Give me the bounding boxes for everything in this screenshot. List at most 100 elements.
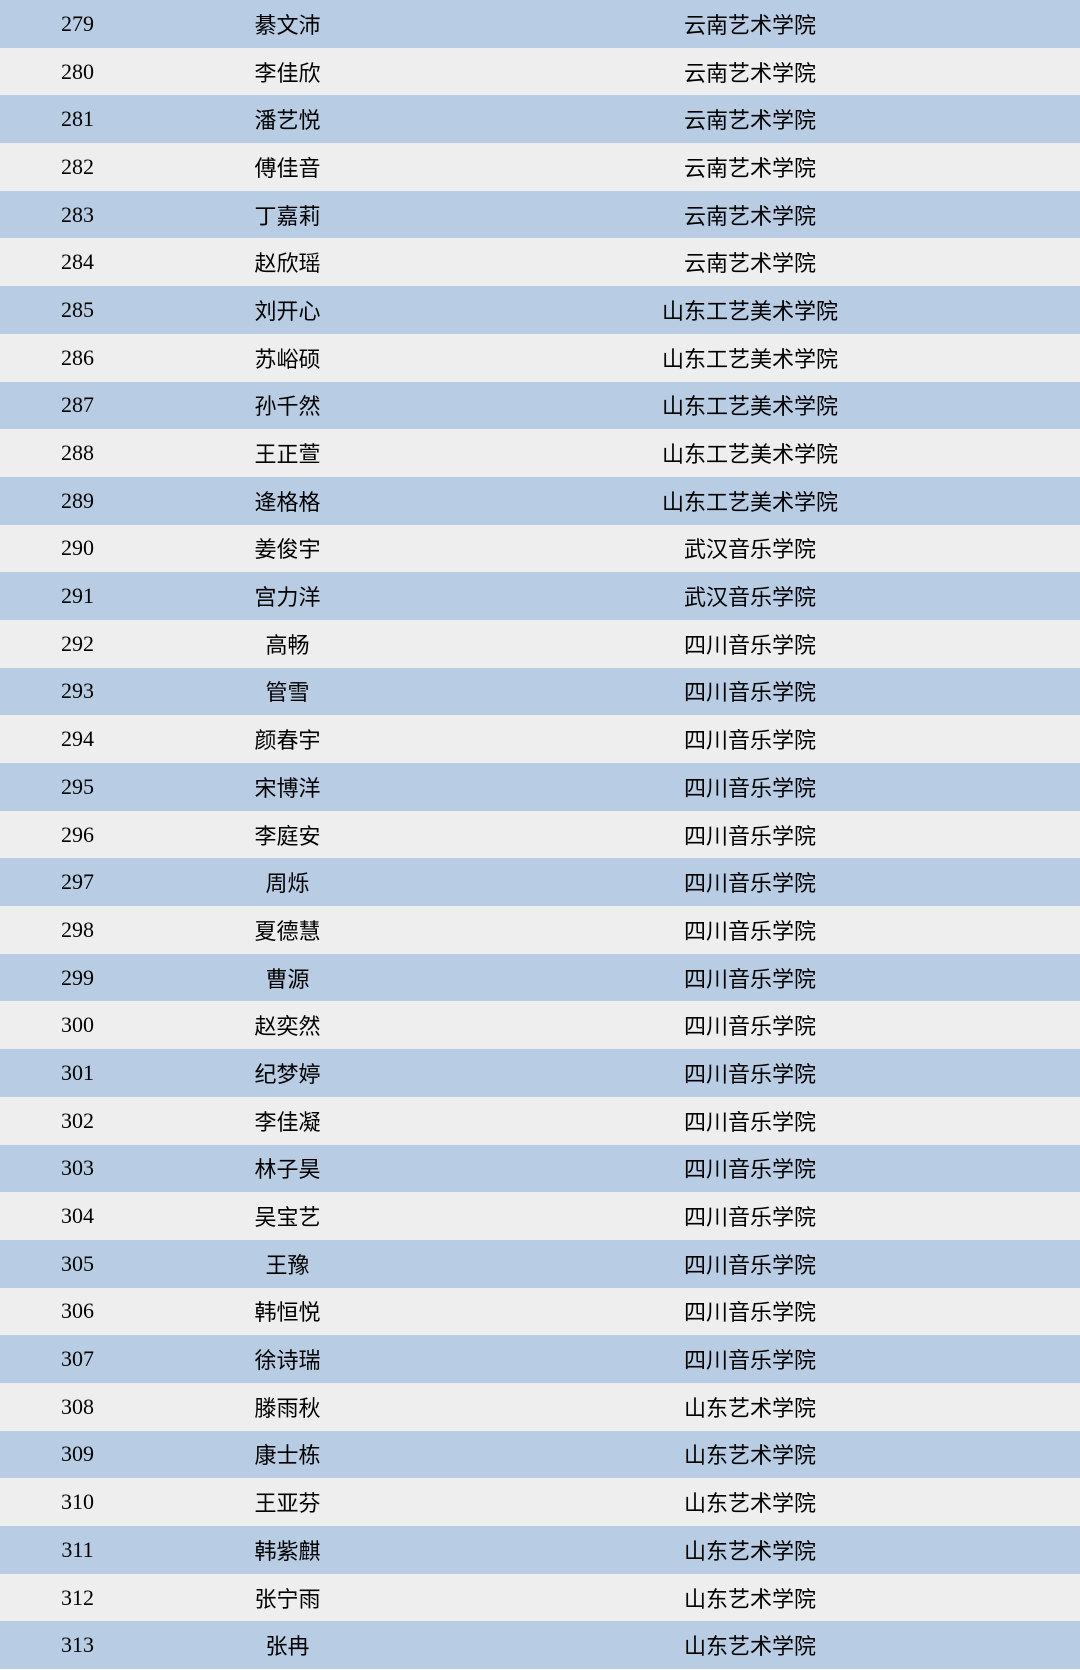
cell-id: 280	[0, 59, 155, 85]
cell-name: 吴宝艺	[155, 1200, 420, 1232]
cell-id: 292	[0, 631, 155, 657]
cell-school: 武汉音乐学院	[420, 580, 1080, 612]
cell-id: 288	[0, 440, 155, 466]
cell-name: 李庭安	[155, 819, 420, 851]
table-row: 298夏德慧四川音乐学院	[0, 906, 1080, 954]
cell-id: 295	[0, 774, 155, 800]
table-row: 299曹源四川音乐学院	[0, 954, 1080, 1002]
cell-name: 潘艺悦	[155, 103, 420, 135]
cell-id: 284	[0, 249, 155, 275]
cell-name: 傅佳音	[155, 151, 420, 183]
table-row: 280李佳欣云南艺术学院	[0, 48, 1080, 96]
cell-school: 山东工艺美术学院	[420, 485, 1080, 517]
cell-school: 山东艺术学院	[420, 1582, 1080, 1614]
table-row: 301纪梦婷四川音乐学院	[0, 1049, 1080, 1097]
cell-name: 纪梦婷	[155, 1057, 420, 1089]
table-row: 294颜春宇四川音乐学院	[0, 715, 1080, 763]
cell-name: 李佳欣	[155, 56, 420, 88]
cell-name: 高畅	[155, 628, 420, 660]
cell-school: 四川音乐学院	[420, 1200, 1080, 1232]
table-row: 290姜俊宇武汉音乐学院	[0, 525, 1080, 573]
cell-school: 山东工艺美术学院	[420, 294, 1080, 326]
table-row: 309康士栋山东艺术学院	[0, 1431, 1080, 1479]
cell-school: 云南艺术学院	[420, 199, 1080, 231]
cell-school: 山东艺术学院	[420, 1438, 1080, 1470]
cell-school: 四川音乐学院	[420, 675, 1080, 707]
cell-school: 四川音乐学院	[420, 1009, 1080, 1041]
cell-school: 四川音乐学院	[420, 771, 1080, 803]
table-row: 303林子昊四川音乐学院	[0, 1145, 1080, 1193]
table-row: 289逄格格山东工艺美术学院	[0, 477, 1080, 525]
cell-school: 四川音乐学院	[420, 914, 1080, 946]
table-row: 291宫力洋武汉音乐学院	[0, 572, 1080, 620]
cell-school: 云南艺术学院	[420, 8, 1080, 40]
cell-school: 四川音乐学院	[420, 723, 1080, 755]
cell-id: 312	[0, 1585, 155, 1611]
cell-id: 282	[0, 154, 155, 180]
cell-name: 韩紫麒	[155, 1534, 420, 1566]
table-row: 282傅佳音云南艺术学院	[0, 143, 1080, 191]
cell-id: 279	[0, 11, 155, 37]
cell-school: 四川音乐学院	[420, 628, 1080, 660]
cell-id: 286	[0, 345, 155, 371]
cell-school: 云南艺术学院	[420, 103, 1080, 135]
table-row: 283丁嘉莉云南艺术学院	[0, 191, 1080, 239]
cell-id: 310	[0, 1489, 155, 1515]
table-row: 306韩恒悦四川音乐学院	[0, 1288, 1080, 1336]
table-row: 300赵奕然四川音乐学院	[0, 1001, 1080, 1049]
cell-school: 山东艺术学院	[420, 1629, 1080, 1661]
cell-name: 张冉	[155, 1629, 420, 1661]
cell-id: 291	[0, 583, 155, 609]
cell-name: 宋博洋	[155, 771, 420, 803]
cell-school: 云南艺术学院	[420, 56, 1080, 88]
student-table: 279綦文沛云南艺术学院280李佳欣云南艺术学院281潘艺悦云南艺术学院282傅…	[0, 0, 1080, 1669]
cell-school: 四川音乐学院	[420, 1152, 1080, 1184]
table-row: 285刘开心山东工艺美术学院	[0, 286, 1080, 334]
table-row: 311韩紫麒山东艺术学院	[0, 1526, 1080, 1574]
table-row: 308滕雨秋山东艺术学院	[0, 1383, 1080, 1431]
table-row: 312张宁雨山东艺术学院	[0, 1574, 1080, 1622]
cell-name: 姜俊宇	[155, 532, 420, 564]
table-row: 281潘艺悦云南艺术学院	[0, 95, 1080, 143]
table-row: 296李庭安四川音乐学院	[0, 811, 1080, 859]
table-row: 288王正萱山东工艺美术学院	[0, 429, 1080, 477]
cell-school: 山东艺术学院	[420, 1391, 1080, 1423]
cell-name: 康士栋	[155, 1438, 420, 1470]
cell-school: 山东工艺美术学院	[420, 389, 1080, 421]
cell-id: 302	[0, 1108, 155, 1134]
table-row: 292高畅四川音乐学院	[0, 620, 1080, 668]
cell-name: 宫力洋	[155, 580, 420, 612]
cell-school: 武汉音乐学院	[420, 532, 1080, 564]
table-row: 302李佳凝四川音乐学院	[0, 1097, 1080, 1145]
cell-name: 赵欣瑶	[155, 246, 420, 278]
cell-id: 307	[0, 1346, 155, 1372]
cell-id: 299	[0, 965, 155, 991]
cell-school: 云南艺术学院	[420, 246, 1080, 278]
cell-id: 313	[0, 1632, 155, 1658]
cell-id: 306	[0, 1298, 155, 1324]
table-row: 284赵欣瑶云南艺术学院	[0, 238, 1080, 286]
cell-school: 四川音乐学院	[420, 1248, 1080, 1280]
cell-name: 刘开心	[155, 294, 420, 326]
cell-school: 山东工艺美术学院	[420, 437, 1080, 469]
cell-id: 290	[0, 535, 155, 561]
table-row: 295宋博洋四川音乐学院	[0, 763, 1080, 811]
cell-id: 309	[0, 1441, 155, 1467]
cell-school: 四川音乐学院	[420, 866, 1080, 898]
cell-id: 289	[0, 488, 155, 514]
cell-school: 山东艺术学院	[420, 1534, 1080, 1566]
cell-id: 301	[0, 1060, 155, 1086]
cell-id: 285	[0, 297, 155, 323]
cell-school: 四川音乐学院	[420, 962, 1080, 994]
cell-id: 287	[0, 392, 155, 418]
cell-name: 逄格格	[155, 485, 420, 517]
cell-name: 颜春宇	[155, 723, 420, 755]
table-row: 307徐诗瑞四川音乐学院	[0, 1335, 1080, 1383]
cell-name: 苏峪硕	[155, 342, 420, 374]
cell-id: 294	[0, 726, 155, 752]
cell-id: 304	[0, 1203, 155, 1229]
cell-name: 王豫	[155, 1248, 420, 1280]
cell-name: 管雪	[155, 675, 420, 707]
cell-school: 四川音乐学院	[420, 1295, 1080, 1327]
cell-name: 周烁	[155, 866, 420, 898]
